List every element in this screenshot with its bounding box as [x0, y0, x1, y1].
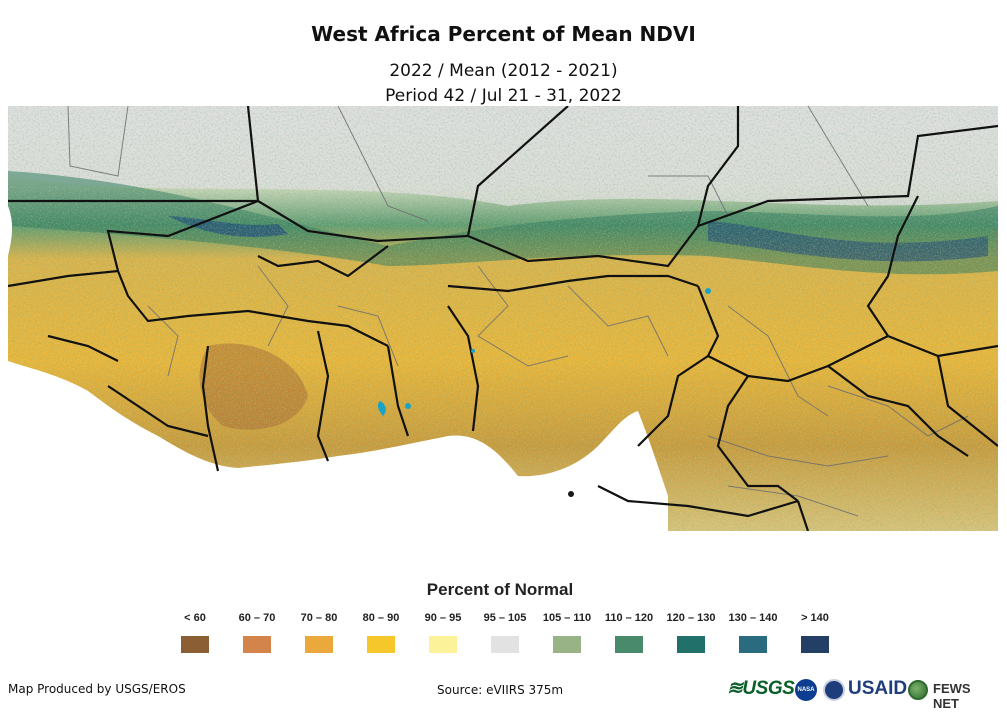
- legend-swatch: [491, 636, 519, 653]
- legend-label: 95 – 105: [483, 612, 527, 624]
- legend-item: 105 – 110: [532, 612, 602, 653]
- fews-net-logo: FEWS NET: [933, 681, 971, 711]
- legend-swatch: [367, 636, 395, 653]
- legend-title: Percent of Normal: [426, 580, 574, 599]
- legend-swatch: [243, 636, 271, 653]
- legend-swatch: [553, 636, 581, 653]
- legend-swatch: [429, 636, 457, 653]
- legend-item: < 60: [160, 612, 230, 653]
- ndvi-map[interactable]: [8, 106, 998, 531]
- producer-credit: Map Produced by USGS/EROS: [8, 682, 186, 696]
- legend-item: 95 – 105: [470, 612, 540, 653]
- country-boundaries: [8, 106, 998, 531]
- legend-item: > 140: [780, 612, 850, 653]
- legend-item: 80 – 90: [346, 612, 416, 653]
- globe-icon: [908, 680, 928, 700]
- bioko-island: [568, 491, 574, 497]
- atlantic-ocean: [8, 361, 668, 531]
- legend-item: 90 – 95: [408, 612, 478, 653]
- legend-label: 60 – 70: [238, 612, 276, 624]
- legend-item: 110 – 120: [594, 612, 664, 653]
- legend-swatch: [305, 636, 333, 653]
- legend-swatch: [615, 636, 643, 653]
- usaid-seal-icon: [823, 679, 845, 701]
- map-subtitle-period: Period 42 / Jul 21 - 31, 2022: [385, 86, 622, 106]
- senegal-coast: [8, 206, 13, 256]
- legend-label: 110 – 120: [604, 612, 654, 624]
- map-subtitle-years: 2022 / Mean (2012 - 2021): [389, 61, 618, 81]
- legend-label: 80 – 90: [362, 612, 400, 624]
- partner-logos: ≋USGS NASA USAID FEWS NET: [727, 677, 997, 711]
- water-bodies: [377, 288, 711, 416]
- legend-label: 70 – 80: [300, 612, 338, 624]
- legend-swatch: [181, 636, 209, 653]
- legend-item: 60 – 70: [222, 612, 292, 653]
- legend-swatch: [801, 636, 829, 653]
- legend-swatch: [739, 636, 767, 653]
- legend-label: 105 – 110: [542, 612, 592, 624]
- nasa-logo: NASA: [795, 679, 817, 701]
- legend-swatch: [677, 636, 705, 653]
- legend-label: 130 – 140: [728, 612, 778, 624]
- legend-label: < 60: [184, 612, 206, 624]
- legend-label: 90 – 95: [424, 612, 462, 624]
- usgs-logo: ≋USGS: [727, 678, 795, 699]
- map-title: West Africa Percent of Mean NDVI: [311, 22, 696, 46]
- legend-item: 70 – 80: [284, 612, 354, 653]
- data-source: Source: eVIIRS 375m: [437, 683, 564, 697]
- legend-item: 130 – 140: [718, 612, 788, 653]
- ndvi-map-canvas: [8, 106, 998, 531]
- legend-label: 120 – 130: [666, 612, 716, 624]
- usaid-logo: USAID: [848, 678, 908, 699]
- legend-item: 120 – 130: [656, 612, 726, 653]
- legend: < 60 60 – 70 70 – 80 80 – 90 90 – 95 95 …: [160, 612, 850, 662]
- legend-label: > 140: [801, 612, 829, 624]
- admin-boundaries: [67, 106, 969, 517]
